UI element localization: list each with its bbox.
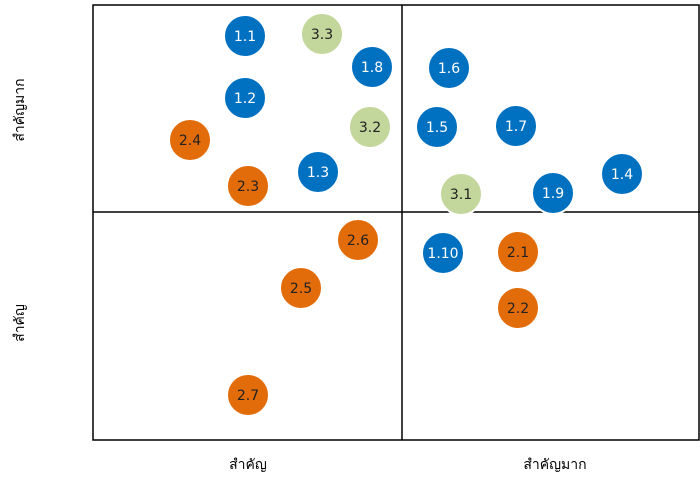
x-label-left: สำคัญ: [229, 457, 267, 473]
node-label: 1.3: [307, 165, 329, 181]
node-circle: [439, 172, 483, 216]
node-circle: [226, 164, 270, 208]
node-circle: [279, 266, 323, 310]
node-circle: [348, 105, 392, 149]
node-label: 1.7: [505, 119, 527, 135]
node-label: 1.10: [427, 246, 458, 262]
y-label-top: สำคัญมาก: [12, 78, 28, 141]
node-circle: [531, 171, 575, 215]
node-circle: [427, 46, 471, 90]
node-label: 1.8: [361, 60, 383, 76]
x-label-right: สำคัญมาก: [523, 457, 586, 473]
node-circle: [300, 12, 344, 56]
node-label: 1.5: [426, 120, 448, 136]
node-label: 2.1: [507, 245, 529, 261]
node-label: 1.2: [234, 91, 256, 107]
node-circle: [421, 231, 465, 275]
node-label: 1.6: [438, 61, 460, 77]
node-label: 3.1: [450, 187, 472, 203]
node-circle: [494, 104, 538, 148]
node-label: 2.3: [237, 179, 259, 195]
node-label: 1.1: [234, 29, 256, 45]
node-circle: [223, 14, 267, 58]
node-circle: [496, 230, 540, 274]
node-circle: [336, 218, 380, 262]
node-label: 1.4: [611, 167, 633, 183]
frame: [92, 4, 700, 441]
node-label: 3.3: [311, 27, 333, 43]
node-circle: [168, 118, 212, 162]
node-circle: [350, 45, 394, 89]
node-circle: [600, 152, 644, 196]
node-label: 1.9: [542, 186, 564, 202]
node-label: 3.2: [359, 120, 381, 136]
node-circle: [296, 150, 340, 194]
node-circle: [226, 373, 270, 417]
node-label: 2.5: [290, 281, 312, 297]
node-label: 2.7: [237, 388, 259, 404]
node-circle: [415, 105, 459, 149]
node-label: 2.2: [507, 301, 529, 317]
node-circle: [496, 286, 540, 330]
y-label-bottom: สำคัญ: [12, 304, 28, 342]
node-circle: [223, 76, 267, 120]
node-label: 2.6: [347, 233, 369, 249]
node-label: 2.4: [179, 133, 201, 149]
